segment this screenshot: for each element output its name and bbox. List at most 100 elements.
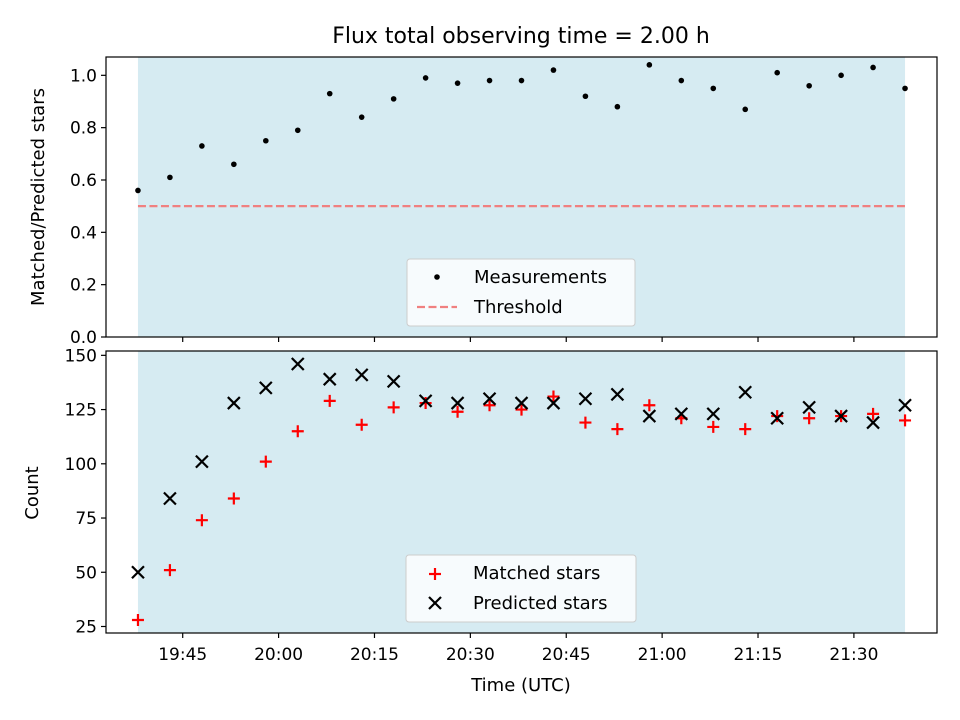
matched-star-point — [643, 399, 656, 412]
measurement-point — [358, 114, 365, 120]
measurement-point — [422, 75, 429, 81]
predicted-star-point — [514, 396, 529, 410]
top-legend: Measurements Threshold — [406, 258, 636, 327]
bottom-axes-frame — [105, 350, 938, 634]
y-tick-label: 50 — [75, 563, 97, 583]
top-panel: 0.0 0.2 0.4 0.6 0.8 1.0 Matched/Predicted sta… — [28, 56, 938, 348]
matched-star-point — [899, 414, 912, 427]
predicted-star-point — [290, 357, 305, 371]
matched-star-point — [579, 416, 592, 429]
matched-star-point — [323, 394, 336, 407]
y-tick-label: 0.4 — [70, 223, 97, 243]
top-y-axis-label: Matched/Predicted stars — [28, 88, 49, 306]
legend-measurements-marker — [434, 274, 440, 280]
x-tick-label: 20:45 — [542, 645, 591, 665]
predicted-star-point — [195, 454, 209, 469]
legend-predicted-label: Predicted stars — [473, 593, 607, 614]
predicted-star-point — [770, 411, 784, 426]
predicted-star-point — [354, 368, 369, 382]
measurement-point — [231, 161, 237, 168]
measurements-points — [135, 62, 908, 194]
y-tick-label: 25 — [75, 617, 97, 637]
predicted-star-point — [738, 385, 753, 399]
legend-predicted-marker — [428, 596, 442, 610]
matched-star-point — [739, 423, 752, 436]
measurement-point — [486, 77, 493, 84]
matched-star-point — [867, 407, 880, 420]
measurement-point — [454, 80, 461, 86]
x-tick-label: 20:00 — [254, 645, 303, 665]
predicted-star-point — [866, 415, 880, 430]
measurement-point — [390, 96, 397, 102]
chart-title: Flux total observing time = 2.00 h — [332, 24, 710, 49]
bottom-y-ticks: 25 50 75 100 125 150 — [65, 346, 106, 637]
matched-star-point — [547, 390, 560, 403]
y-tick-label: 1.0 — [70, 66, 97, 86]
matched-star-point — [355, 418, 368, 431]
predicted-star-point — [322, 372, 337, 386]
y-tick-label: 0.8 — [70, 119, 97, 139]
matched-star-point — [515, 403, 528, 416]
x-tick-label: 21:00 — [638, 645, 687, 665]
predicted-star-point — [834, 409, 848, 423]
bottom-legend-box — [405, 554, 637, 623]
predicted-star-point — [450, 396, 465, 410]
matched-stars-points — [131, 390, 912, 626]
matched-star-point — [195, 514, 208, 527]
measurement-point — [518, 77, 525, 84]
measurement-point — [646, 62, 653, 68]
predicted-star-point — [898, 398, 912, 413]
x-tick-label: 19:45 — [158, 645, 207, 665]
matched-star-point — [227, 492, 240, 505]
measurement-point — [135, 187, 141, 194]
bottom-x-ticks: 19:45 20:00 20:15 20:30 20:45 21:00 21:15 21:30 — [158, 633, 878, 665]
predicted-star-point — [131, 565, 145, 580]
top-x-ticks — [182, 337, 855, 342]
x-axis-label: Time (UTC) — [470, 675, 571, 696]
predicted-star-point — [546, 396, 561, 410]
legend-threshold-label: Threshold — [473, 297, 563, 318]
measurement-point — [199, 143, 205, 149]
predicted-star-point — [227, 396, 241, 410]
predicted-star-point — [482, 391, 497, 406]
x-tick-label: 20:30 — [446, 645, 495, 665]
measurement-point — [678, 77, 685, 84]
measurement-point — [774, 69, 780, 76]
measurement-point — [263, 137, 269, 144]
top-y-ticks: 0.0 0.2 0.4 0.6 0.8 1.0 — [70, 66, 106, 348]
predicted-star-point — [259, 381, 273, 395]
measurement-point — [870, 64, 876, 71]
matched-star-point — [771, 410, 784, 423]
matched-star-point — [707, 420, 720, 433]
predicted-star-point — [642, 409, 657, 423]
predicted-star-point — [802, 400, 816, 415]
x-tick-label: 21:30 — [829, 645, 878, 665]
measurement-point — [294, 127, 301, 134]
predicted-stars-points — [131, 357, 912, 580]
measurement-point — [806, 82, 812, 89]
bottom-y-axis-label: Count — [22, 466, 43, 519]
matched-star-point — [387, 401, 400, 414]
measurement-point — [326, 90, 333, 97]
legend-matched-marker — [429, 568, 441, 580]
x-tick-label: 21:15 — [734, 645, 783, 665]
predicted-star-point — [163, 491, 177, 506]
measurement-point — [838, 72, 844, 79]
predicted-star-point — [386, 374, 401, 389]
matched-star-point — [611, 423, 624, 436]
measurement-point — [550, 67, 557, 73]
y-tick-label: 100 — [65, 455, 97, 475]
measurement-point — [614, 103, 621, 110]
measurement-point — [167, 174, 173, 181]
y-tick-label: 150 — [65, 346, 97, 366]
predicted-star-point — [674, 407, 689, 421]
predicted-star-point — [706, 407, 721, 421]
matched-star-point — [259, 455, 272, 468]
top-axes-frame — [105, 56, 938, 338]
matched-star-point — [163, 564, 176, 577]
legend-measurements-label: Measurements — [474, 267, 607, 288]
matched-star-point — [803, 412, 816, 425]
y-tick-label: 0.6 — [70, 171, 97, 191]
matched-star-point — [131, 613, 144, 626]
